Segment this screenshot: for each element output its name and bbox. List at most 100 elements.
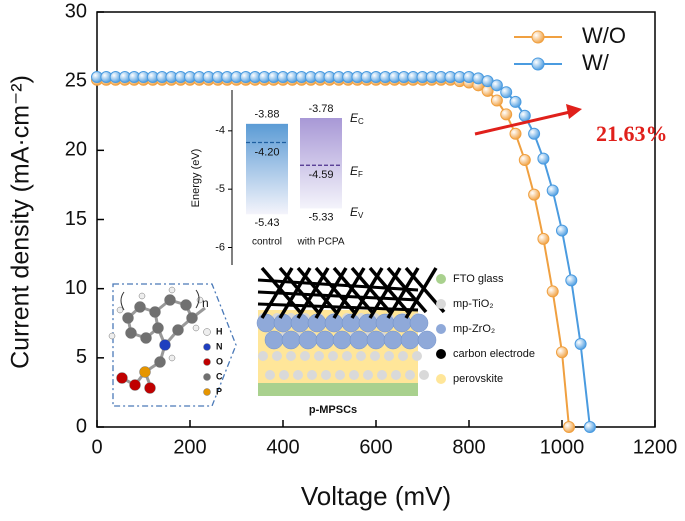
annotation-arrow: [474, 110, 571, 136]
fermi-label: -4.20: [254, 146, 279, 158]
data-point: [509, 127, 522, 140]
zro2-particle: [256, 313, 276, 333]
carbon-fiber: [368, 266, 410, 314]
atom: [192, 324, 200, 332]
atom-legend-label: C: [216, 371, 223, 381]
bracket-left: [120, 291, 125, 311]
y-tick-label: 0: [76, 415, 87, 437]
band-bar: [246, 123, 288, 215]
zro2-particle: [409, 313, 429, 333]
data-point: [500, 86, 513, 99]
polymer-subscript: n: [202, 296, 209, 310]
layer-legend-label: FTO glass: [453, 273, 504, 285]
tio2-particle: [370, 351, 380, 361]
bracket-right: [195, 289, 200, 309]
annotation-text: 21.63%: [596, 121, 668, 146]
atom: [116, 306, 124, 314]
carbon-fiber: [257, 290, 419, 302]
atom: [122, 312, 134, 324]
y-axis-title: Current density (mA·cm⁻²): [7, 75, 35, 369]
atom: [125, 327, 137, 339]
y-tick-label: 20: [65, 139, 87, 161]
atom: [164, 294, 176, 306]
tio2-particle: [321, 370, 331, 380]
zro2-particle: [281, 330, 301, 350]
plot-frame: [96, 11, 656, 428]
atom: [138, 292, 146, 300]
inset-y-tick-label: -4: [215, 125, 225, 137]
data-point: [509, 95, 522, 108]
vb-label: -5.43: [254, 217, 279, 229]
category-label: control: [252, 237, 282, 248]
vb-label: -5.33: [308, 211, 333, 223]
data-point: [546, 285, 559, 298]
tio2-particle: [314, 351, 324, 361]
fto-layer: [258, 383, 418, 396]
y-tick-label: 15: [65, 208, 87, 230]
data-point: [574, 338, 587, 350]
zro2-particle: [315, 330, 335, 350]
layer-legend-dot: [436, 274, 446, 284]
atom: [149, 306, 161, 318]
atom-legend-dot: [203, 358, 211, 366]
legend-marker: [531, 30, 545, 44]
carbon-fiber: [257, 302, 419, 312]
tio2-particle: [265, 370, 275, 380]
level-symbol: E: [350, 164, 359, 178]
zro2-particle: [298, 330, 318, 350]
data-point: [556, 346, 568, 359]
atom-legend-dot: [203, 328, 211, 336]
zro2-particle: [366, 330, 386, 350]
data-point: [546, 184, 559, 197]
tio2-particle: [342, 351, 352, 361]
atom: [140, 332, 152, 344]
data-point: [490, 94, 503, 107]
data-point: [556, 224, 568, 237]
atom: [168, 354, 176, 362]
category-label: with PCPA: [296, 237, 344, 248]
tio2-particle: [398, 351, 408, 361]
tio2-particle: [258, 351, 268, 361]
layer-legend-label: carbon electrode: [453, 348, 535, 360]
tio2-particle: [419, 370, 429, 380]
carbon-fiber: [296, 266, 338, 314]
atom: [108, 332, 116, 340]
level-label: EC: [350, 111, 364, 126]
zro2-particle: [358, 313, 378, 333]
tio2-particle: [391, 370, 401, 380]
cb-label: -3.88: [254, 109, 279, 121]
atom: [139, 366, 151, 378]
data-point: [518, 109, 531, 122]
zro2-particle: [375, 313, 395, 333]
x-tick-label: 1000: [540, 436, 585, 458]
cb-label: -3.78: [308, 103, 333, 115]
atom-legend-dot: [203, 373, 211, 381]
atom: [129, 379, 141, 391]
tio2-particle: [286, 351, 296, 361]
atom-legend-label: O: [216, 356, 223, 366]
tio2-particle: [307, 370, 317, 380]
y-tick-label: 30: [65, 0, 87, 22]
tio2-particle: [384, 351, 394, 361]
x-axis-title: Voltage (mV): [301, 481, 451, 511]
layer-legend-dot: [436, 349, 446, 359]
inset-y-tick-label: -6: [215, 241, 225, 253]
level-label: EV: [350, 205, 364, 220]
x-tick-label: 200: [173, 436, 206, 458]
zro2-particle: [264, 330, 284, 350]
data-point: [528, 127, 541, 140]
atom-legend-dot: [203, 388, 211, 396]
molecule-frame: [112, 283, 237, 407]
tio2-particle: [356, 351, 366, 361]
zro2-particle: [383, 330, 403, 350]
tio2-particle: [412, 351, 422, 361]
atom-legend-label: H: [216, 326, 223, 336]
y-tick-label: 25: [65, 69, 87, 91]
tio2-particle: [328, 351, 338, 361]
inset-y-title: Energy (eV): [190, 149, 202, 208]
layer-legend-label: perovskite: [453, 373, 503, 385]
zro2-particle: [349, 330, 369, 350]
legend-label: W/: [582, 50, 610, 75]
atom: [154, 356, 166, 368]
